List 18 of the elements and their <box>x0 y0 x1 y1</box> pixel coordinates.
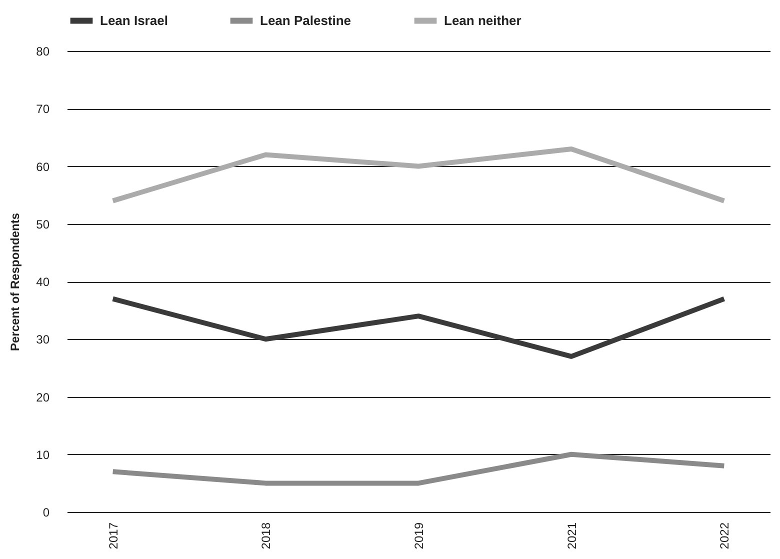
y-tick-label: 80 <box>36 44 50 58</box>
legend-label: Lean neither <box>444 12 522 28</box>
y-tick-label: 10 <box>36 448 50 462</box>
x-tick-label: 2022 <box>718 522 732 550</box>
x-tick-label: 2017 <box>106 522 120 550</box>
y-tick-label: 60 <box>36 160 50 174</box>
x-tick-label: 2021 <box>564 522 579 550</box>
y-tick-label: 70 <box>36 102 50 116</box>
y-tick-label: 30 <box>36 332 50 347</box>
x-tick-label: 2018 <box>259 522 274 550</box>
y-tick-label: 40 <box>36 275 50 289</box>
legend-label: Lean Israel <box>100 12 168 28</box>
y-tick-label: 20 <box>36 390 50 404</box>
y-tick-label: 0 <box>42 506 50 520</box>
legend-label: Lean Palestine <box>260 12 352 28</box>
y-axis-title: Percent of Respondents <box>8 212 22 352</box>
x-tick-label: 2019 <box>412 522 426 550</box>
y-tick-label: 50 <box>36 217 50 232</box>
